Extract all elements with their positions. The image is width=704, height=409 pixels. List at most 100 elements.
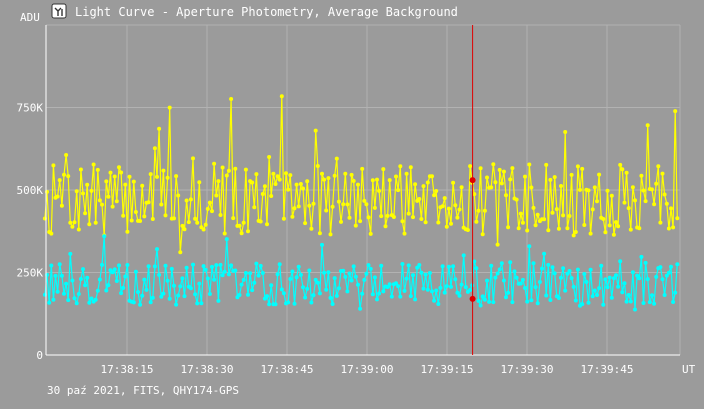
data-point-cyan (62, 291, 66, 296)
data-point-yellow (493, 180, 498, 185)
data-point-yellow (313, 128, 318, 133)
data-point-yellow (656, 164, 661, 169)
data-point-cyan (482, 297, 487, 302)
data-point-yellow (218, 213, 223, 217)
data-point-yellow (578, 187, 582, 192)
data-point-cyan (197, 281, 202, 286)
data-point-yellow (341, 202, 346, 207)
data-point-cyan (563, 288, 568, 293)
data-point-cyan (506, 290, 511, 295)
data-point-cyan (637, 276, 642, 281)
data-point-yellow (432, 193, 437, 198)
data-point-yellow (523, 174, 527, 179)
data-point-yellow (626, 206, 631, 211)
data-point-cyan (165, 278, 170, 283)
data-point-cyan (59, 273, 64, 278)
data-point-cyan (256, 273, 261, 278)
data-point-cyan (74, 301, 79, 306)
data-point-yellow (237, 223, 242, 228)
data-point-yellow (121, 213, 126, 218)
data-point-yellow (246, 229, 250, 234)
x-tick-label: 17:38:30 (181, 363, 234, 376)
data-point-cyan (647, 300, 652, 305)
data-point-cyan (53, 273, 58, 278)
data-point-yellow (127, 174, 132, 179)
data-point-cyan (307, 268, 312, 273)
data-point-cyan (182, 294, 187, 299)
data-point-cyan (57, 262, 62, 267)
data-point-yellow (544, 162, 549, 167)
data-point-yellow (64, 153, 69, 157)
data-point-cyan (336, 286, 341, 291)
data-point-yellow (387, 178, 392, 183)
data-point-cyan (294, 275, 299, 280)
data-point-yellow (639, 173, 644, 178)
data-point-yellow (480, 232, 485, 237)
data-point-yellow (595, 199, 599, 204)
data-point-cyan (72, 296, 77, 301)
data-point-cyan (571, 284, 576, 289)
data-point-cyan (540, 266, 544, 271)
data-point-yellow (320, 171, 324, 176)
series-layer (42, 94, 680, 312)
data-point-cyan (159, 294, 164, 299)
data-point-yellow (222, 231, 227, 236)
data-point-yellow (575, 164, 580, 169)
data-point-yellow (129, 218, 134, 223)
data-point-cyan (199, 301, 204, 306)
data-point-yellow (131, 179, 136, 184)
data-point-cyan (292, 301, 297, 306)
data-point-cyan (590, 294, 595, 299)
data-point-cyan (501, 278, 506, 283)
data-point-yellow (391, 215, 396, 219)
data-point-cyan (438, 285, 443, 290)
data-point-cyan (317, 291, 322, 296)
data-point-yellow (351, 179, 356, 183)
data-point-yellow (563, 130, 568, 134)
cursor-point-cyan (469, 295, 476, 302)
data-point-cyan (144, 287, 149, 292)
data-point-cyan (152, 264, 157, 269)
data-point-yellow (330, 204, 335, 209)
data-point-yellow (277, 177, 282, 182)
data-point-cyan (212, 277, 217, 282)
data-point-yellow (554, 207, 559, 212)
data-point-cyan (626, 293, 631, 297)
data-point-cyan (472, 259, 477, 264)
data-point-cyan (353, 274, 358, 279)
app-icon[interactable] (51, 3, 67, 19)
data-point-cyan (389, 294, 394, 299)
data-point-yellow (504, 193, 508, 198)
data-point-yellow (163, 213, 168, 218)
data-point-yellow (658, 220, 663, 225)
data-point-cyan (436, 302, 441, 306)
data-point-yellow (501, 169, 506, 174)
data-point-cyan (241, 277, 246, 282)
data-point-yellow (83, 211, 88, 216)
data-point-cyan (358, 306, 363, 311)
data-point-cyan (138, 302, 143, 307)
data-point-cyan (559, 275, 563, 280)
data-point-yellow (343, 171, 348, 176)
data-point-cyan (224, 237, 229, 242)
data-point-cyan (70, 278, 75, 283)
data-point-cyan (174, 302, 179, 307)
data-point-yellow (186, 220, 191, 225)
data-point-cyan (311, 293, 316, 298)
data-point-cyan (123, 274, 128, 279)
data-point-yellow (123, 182, 128, 187)
data-point-cyan (480, 294, 485, 299)
data-point-cyan (427, 271, 432, 275)
data-point-yellow (347, 215, 352, 220)
data-point-cyan (406, 263, 411, 268)
data-point-cyan (100, 262, 104, 267)
data-point-cyan (527, 244, 532, 249)
data-point-yellow (472, 192, 477, 197)
data-point-cyan (372, 275, 377, 280)
data-point-cyan (645, 277, 650, 282)
data-point-cyan (349, 278, 354, 283)
data-point-cyan (394, 281, 398, 286)
data-point-cyan (279, 287, 284, 292)
cursor-point-yellow (469, 177, 476, 184)
data-point-cyan (474, 266, 479, 271)
